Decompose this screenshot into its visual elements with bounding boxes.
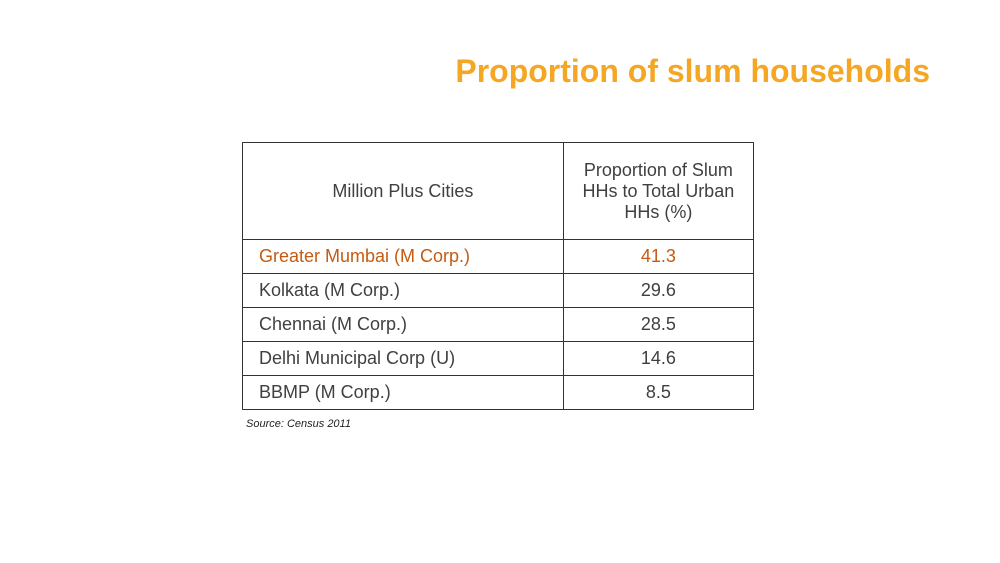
column-header-proportion: Proportion of Slum HHs to Total Urban HH… bbox=[562, 142, 755, 240]
city-cell: Chennai (M Corp.) bbox=[242, 307, 564, 342]
table-row: BBMP (M Corp.) 8.5 bbox=[242, 375, 755, 410]
city-cell: Greater Mumbai (M Corp.) bbox=[242, 239, 564, 274]
column-header-city: Million Plus Cities bbox=[242, 142, 564, 240]
proportion-cell: 14.6 bbox=[562, 341, 755, 376]
slide-title: Proportion of slum households bbox=[455, 53, 930, 89]
source-note: Source: Census 2011 bbox=[246, 418, 351, 430]
proportion-cell: 41.3 bbox=[562, 239, 755, 274]
city-cell: Kolkata (M Corp.) bbox=[242, 273, 564, 308]
proportion-cell: 8.5 bbox=[562, 375, 755, 410]
slum-proportion-table: Million Plus Cities Proportion of Slum H… bbox=[242, 142, 755, 410]
city-cell: BBMP (M Corp.) bbox=[242, 375, 564, 410]
proportion-cell: 28.5 bbox=[562, 307, 755, 342]
table-row: Kolkata (M Corp.) 29.6 bbox=[242, 273, 755, 308]
city-cell: Delhi Municipal Corp (U) bbox=[242, 341, 564, 376]
proportion-cell: 29.6 bbox=[562, 273, 755, 308]
table-header-row: Million Plus Cities Proportion of Slum H… bbox=[242, 142, 755, 240]
table-row: Greater Mumbai (M Corp.) 41.3 bbox=[242, 239, 755, 274]
table-row: Delhi Municipal Corp (U) 14.6 bbox=[242, 341, 755, 376]
table-row: Chennai (M Corp.) 28.5 bbox=[242, 307, 755, 342]
